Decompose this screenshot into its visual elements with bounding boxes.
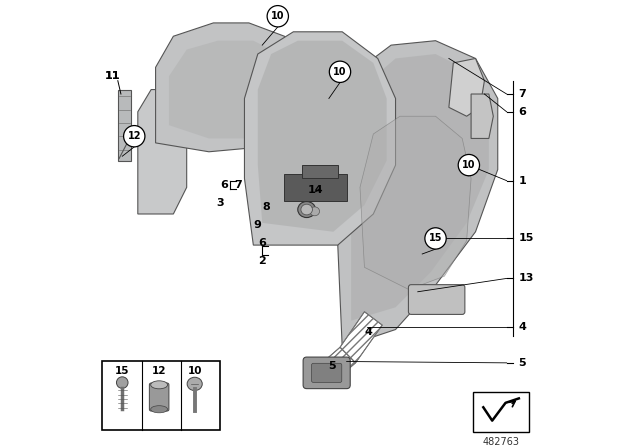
Text: 11: 11 (105, 71, 120, 81)
FancyBboxPatch shape (303, 357, 350, 388)
Polygon shape (169, 41, 298, 138)
Polygon shape (118, 90, 131, 161)
Polygon shape (351, 54, 489, 321)
Polygon shape (302, 165, 338, 178)
Text: 13: 13 (518, 273, 534, 284)
Text: 9: 9 (254, 220, 262, 230)
Polygon shape (284, 174, 347, 201)
Circle shape (330, 61, 351, 82)
Text: 7: 7 (234, 180, 242, 190)
FancyBboxPatch shape (408, 284, 465, 314)
Text: 11: 11 (105, 71, 120, 81)
Text: 2: 2 (259, 256, 266, 266)
FancyBboxPatch shape (312, 363, 342, 383)
Polygon shape (322, 347, 356, 376)
Text: 482763: 482763 (483, 436, 520, 447)
Ellipse shape (150, 406, 168, 413)
Text: 1: 1 (518, 176, 526, 185)
Text: 4: 4 (364, 327, 372, 337)
Bar (102, 361, 220, 430)
Text: 6: 6 (221, 180, 228, 190)
Circle shape (425, 228, 446, 249)
Text: 5: 5 (328, 361, 335, 371)
Circle shape (458, 155, 479, 176)
Text: 3: 3 (216, 198, 224, 208)
Polygon shape (340, 312, 382, 363)
Text: 5: 5 (518, 358, 526, 368)
Text: 12: 12 (127, 131, 141, 141)
Text: 10: 10 (333, 67, 347, 77)
Ellipse shape (301, 204, 312, 215)
Text: 8: 8 (263, 202, 271, 212)
Ellipse shape (310, 207, 319, 216)
Text: 14: 14 (308, 185, 323, 194)
Text: 15: 15 (115, 366, 129, 376)
Polygon shape (156, 23, 311, 152)
Polygon shape (338, 41, 498, 347)
Ellipse shape (150, 381, 168, 389)
Text: 12: 12 (152, 366, 166, 376)
Text: 10: 10 (271, 11, 285, 21)
Text: 7: 7 (518, 89, 526, 99)
Polygon shape (244, 32, 396, 245)
Polygon shape (360, 116, 471, 289)
Text: 10: 10 (188, 366, 202, 376)
Text: 10: 10 (462, 160, 476, 170)
Circle shape (267, 5, 289, 27)
Ellipse shape (298, 202, 316, 218)
Polygon shape (258, 41, 387, 232)
Ellipse shape (187, 377, 202, 391)
Text: 15: 15 (429, 233, 442, 243)
Text: 6: 6 (259, 238, 266, 248)
Bar (474, 392, 529, 432)
Polygon shape (471, 94, 493, 138)
Polygon shape (138, 90, 187, 214)
FancyBboxPatch shape (149, 383, 169, 411)
Polygon shape (449, 58, 484, 116)
Text: 15: 15 (518, 233, 534, 243)
Circle shape (116, 377, 128, 388)
Text: 6: 6 (518, 107, 527, 117)
Text: 4: 4 (518, 322, 527, 332)
Circle shape (124, 125, 145, 147)
